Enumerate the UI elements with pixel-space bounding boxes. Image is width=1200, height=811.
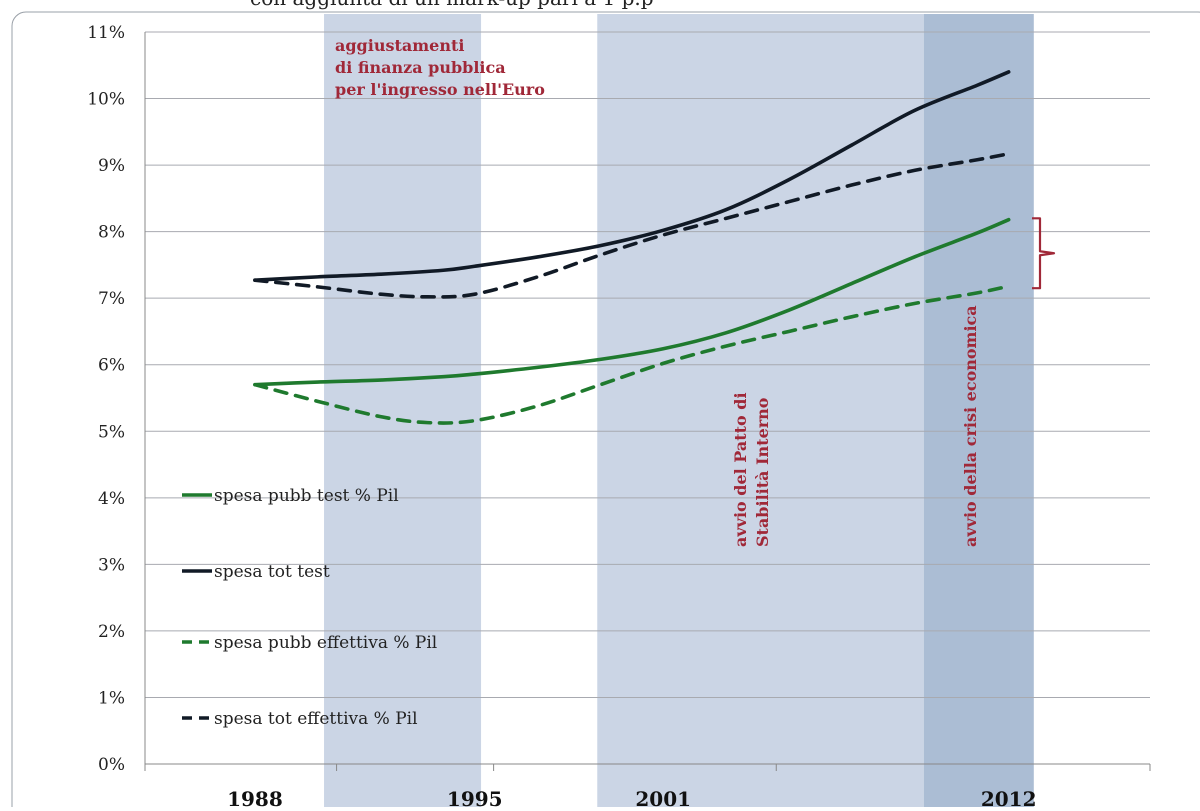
shaded-period-1 [597,14,924,811]
y-tick-label: 9% [98,156,125,176]
shaded-period-0 [324,14,482,811]
annotation-crisi: avvio della crisi economica [961,305,980,547]
annotation-euro-line: per l'ingresso nell'Euro [335,80,545,99]
series-line-1 [253,70,1011,283]
y-tick-labels: 0% 1% 2% 3% 4% 5% 6% 7% 8% 9% 10% 11% [87,23,125,775]
bracket-path [1032,217,1056,290]
y-tick-label: 10% [87,90,125,110]
shaded-periods [324,14,1034,811]
annotation-euro-line: di finanza pubblica [335,58,506,77]
y-tick-label: 3% [98,555,125,575]
series-line-2 [253,284,1011,425]
y-tick-label: 7% [98,289,125,309]
x-tick-label: 2001 [635,787,691,807]
y-tick-label: 4% [98,489,125,509]
chart-frame [11,11,1200,811]
series-line-0 [253,217,1011,387]
x-tick-label: 1988 [227,787,283,807]
x-tick-label: 2012 [981,787,1037,807]
annotation-patto-line: Stabilità Interno [753,397,772,547]
y-tick-label: 6% [98,356,125,376]
axes [144,32,1151,771]
shaded-period-2 [923,14,1034,811]
legend-label-3: spesa tot effettiva % Pil [214,709,418,729]
annotations: aggiustamenti di finanza pubblica per l'in… [335,36,980,547]
y-tick-label: 11% [87,23,125,43]
legend-label-2: spesa pubb effettiva % Pil [214,633,437,653]
y-tick-label: 2% [98,622,125,642]
caption-fragment: con aggiunta di un mark-up pari a 1 p.p [250,0,654,10]
x-tick-label: 1995 [447,787,503,807]
annotation-patto: avvio del Patto di Stabilità Interno [731,392,772,547]
annotation-euro-line: aggiustamenti [335,36,464,55]
y-tick-label: 5% [98,422,125,442]
y-tick-label: 8% [98,223,125,243]
series-lines [253,70,1011,425]
legend-label-0: spesa pubb test % Pil [214,486,399,506]
y-tick-label: 0% [98,755,125,775]
legend: spesa pubb test % Pil spesa tot test spesa… [182,486,437,729]
annotation-crisi-line: avvio della crisi economica [961,305,980,547]
brace-bracket [1032,217,1056,290]
y-tick-label: 1% [98,688,125,708]
series-line-3 [253,151,1011,299]
annotation-patto-line: avvio del Patto di [731,392,750,547]
legend-label-1: spesa tot test [214,562,330,582]
